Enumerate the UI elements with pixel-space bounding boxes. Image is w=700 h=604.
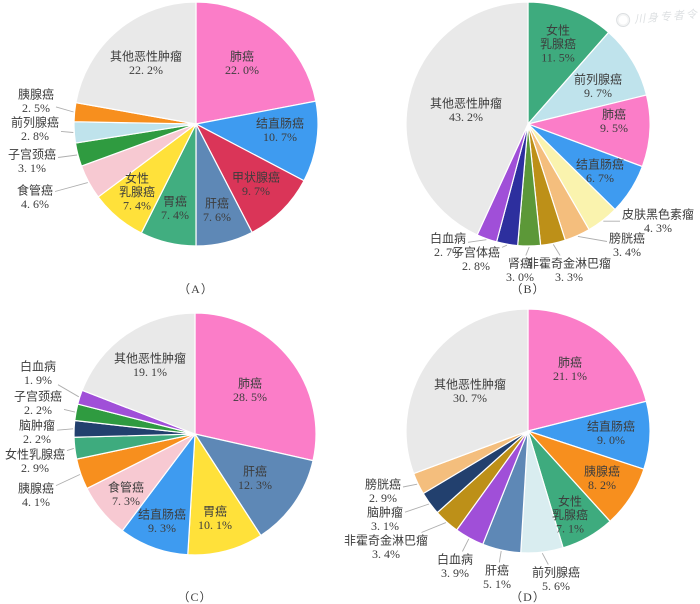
pie-panel-a: 肺癌 22. 0% 结直肠癌 10. 7% 甲状腺癌 9. 7% 肝癌 7. 6% 胃癌 7. 4… — [0, 0, 350, 302]
slice-label-D-0: 肺癌 21. 1% — [553, 354, 587, 383]
slice-label-C-0: 肺癌 28. 5% — [233, 375, 267, 404]
slice-label-A-9: 胰腺癌 2. 5% — [18, 86, 54, 115]
leader-line-D-8 — [404, 503, 430, 513]
slice-label-B-10: 其他恶性肿瘤 43. 2% — [430, 95, 502, 124]
leader-line-D-6 — [461, 538, 470, 552]
leader-line-C-6 — [66, 447, 74, 452]
leader-line-C-7 — [56, 428, 74, 431]
leader-line-C-9 — [57, 384, 80, 398]
slice-label-D-5: 肝癌 5. 1% — [483, 562, 511, 591]
slice-label-A-6: 食管癌 4. 6% — [17, 182, 53, 211]
leader-line-A-8 — [60, 130, 74, 133]
caption-d: （D） — [510, 590, 546, 604]
pie-slice-A-2 — [195, 123, 305, 233]
slice-label-D-7: 非霍奇金淋巴瘤 3. 4% — [344, 532, 428, 561]
pie-chart-c: 肺癌 28. 5% 肝癌 12. 3%胃癌 10. 1% 结直肠癌 9. 3%食管癌 7. 3… — [5, 312, 317, 556]
slice-label-B-3: 结直肠癌 6. 7% — [576, 156, 624, 185]
leader-line-D-9 — [402, 483, 418, 488]
pie-slice-D-0 — [527, 308, 647, 432]
slice-label-C-2: 胃癌 10. 1% — [198, 503, 232, 532]
slice-label-A-7: 子宫颈癌 3. 1% — [8, 146, 56, 175]
leader-line-C-5 — [55, 474, 81, 487]
slice-label-A-2: 甲状腺癌 9. 7% — [232, 169, 280, 198]
pie-slice-B-10 — [405, 1, 529, 236]
slice-label-B-5: 膀胱癌 3. 4% — [609, 230, 645, 258]
leader-line-D-4 — [541, 552, 549, 565]
slice-label-C-7: 脑肿瘤 2. 2% — [19, 417, 55, 446]
pie-slice-C-1 — [194, 433, 314, 537]
slice-label-B-2: 肺癌 9. 5% — [600, 106, 628, 135]
slice-label-B-4: 皮肤黑色素瘤 4. 3% — [622, 206, 694, 235]
caption-c: （C） — [177, 590, 213, 604]
pie-panel-b: 女性乳腺癌 11. 5% 前列腺癌 9. 7% 肺癌 9. 5% 结直肠癌 6. 7% 皮肤黑色… — [350, 0, 700, 302]
pie-slice-C-0 — [194, 312, 317, 462]
leader-line-C-8 — [63, 408, 76, 413]
slice-label-C-4: 食管癌 7. 3% — [108, 479, 144, 508]
leader-line-B-8 — [501, 244, 508, 248]
pie-chart-a: 肺癌 22. 0% 结直肠癌 10. 7% 甲状腺癌 9. 7%肝癌 7. 6% 胃癌 7. 4… — [8, 1, 319, 247]
slice-label-A-5: 女性乳腺癌 7. 4% — [119, 171, 155, 213]
leader-line-D-7 — [421, 522, 447, 533]
pie-slice-A-1 — [195, 100, 319, 182]
slice-label-C-1: 肝癌 12. 3% — [238, 463, 272, 492]
leader-line-D-5 — [498, 550, 502, 563]
pie-slice-D-10 — [405, 308, 529, 475]
slice-label-C-8: 子宫颈癌 2. 2% — [14, 388, 62, 417]
slice-label-D-8: 脑肿瘤 3. 1% — [367, 504, 403, 533]
pie-slice-C-10 — [81, 312, 196, 435]
leader-line-B-9 — [467, 239, 487, 243]
slice-label-A-0: 肺癌 22. 0% — [225, 48, 259, 77]
leader-line-B-5 — [577, 235, 608, 242]
slice-label-C-6: 女性乳腺癌 2. 9% — [5, 446, 65, 475]
pie-slice-A-0 — [195, 1, 317, 125]
pie-panel-d: 肺癌 21. 1% 结直肠癌 9. 0% 胰腺癌 8. 2% 女性乳腺癌 7. 1% 前列腺癌 5… — [344, 302, 700, 604]
slice-label-C-10: 其他恶性肿瘤 19. 1% — [114, 350, 186, 379]
slice-label-B-9: 白血病 2. 7% — [430, 230, 466, 258]
leader-line-A-9 — [55, 106, 74, 113]
pie-slice-B-1 — [527, 31, 648, 125]
slice-label-D-3: 女性乳腺癌 7. 1% — [552, 494, 588, 536]
slice-label-C-3: 结直肠癌 9. 3% — [138, 506, 186, 535]
caption-a: （A） — [178, 282, 214, 296]
slice-label-B-6: 非霍奇金淋巴瘤 3. 3% — [527, 255, 611, 284]
slice-label-C-5: 胰腺癌 4. 1% — [18, 480, 54, 509]
slice-label-A-1: 结直肠癌 10. 7% — [256, 115, 304, 144]
pie-slice-C-2 — [187, 433, 262, 556]
slice-label-B-8: 子宫体癌 2. 8% — [452, 244, 500, 273]
slice-label-A-8: 前列腺癌 2. 8% — [11, 114, 59, 143]
slice-label-B-0: 女性乳腺癌 11. 5% — [540, 23, 576, 65]
leader-line-B-7 — [525, 246, 530, 256]
pie-chart-d: 肺癌 21. 1% 结直肠癌 9. 0% 胰腺癌 8. 2%女性乳腺癌 7. 1% 前列腺癌 5… — [344, 308, 651, 593]
pie-panel-c: 肺癌 28. 5% 肝癌 12. 3% 胃癌 10. 1% 结直肠癌 9. 3% 食管癌 7. 3… — [0, 302, 350, 604]
leader-line-A-7 — [57, 154, 78, 158]
pie-slice-B-0 — [527, 1, 610, 125]
slice-label-D-4: 前列腺癌 5. 6% — [532, 564, 580, 593]
slice-label-B-1: 前列腺癌 9. 7% — [574, 71, 622, 100]
slice-label-D-2: 胰腺癌 8. 2% — [584, 463, 620, 492]
caption-b: （B） — [510, 282, 546, 296]
slice-label-B-7: 肾癌 3. 0% — [506, 255, 534, 284]
watermark-seal-icon — [615, 12, 631, 28]
slice-label-A-3: 肝癌 7. 6% — [203, 195, 231, 224]
pie-slice-A-10 — [75, 1, 197, 125]
slice-label-C-9: 白血病 1. 9% — [20, 358, 56, 387]
pie-chart-b: 女性乳腺癌 11. 5% 前列腺癌 9. 7% 肺癌 9. 5% 结直肠癌 6. 7% 皮肤黑色… — [405, 1, 694, 284]
leader-line-B-6 — [552, 244, 561, 256]
slice-label-D-9: 膀胱癌 2. 9% — [365, 476, 401, 505]
leader-line-A-6 — [54, 182, 88, 192]
slice-label-D-10: 其他恶性肿瘤 30. 7% — [434, 376, 506, 405]
slice-label-A-4: 胃癌 7. 4% — [161, 193, 189, 222]
slice-label-D-1: 结直肠癌 9. 0% — [587, 418, 635, 447]
slice-label-A-10: 其他恶性肿瘤 22. 2% — [110, 48, 182, 77]
slice-label-D-6: 白血病 3. 9% — [437, 551, 473, 580]
